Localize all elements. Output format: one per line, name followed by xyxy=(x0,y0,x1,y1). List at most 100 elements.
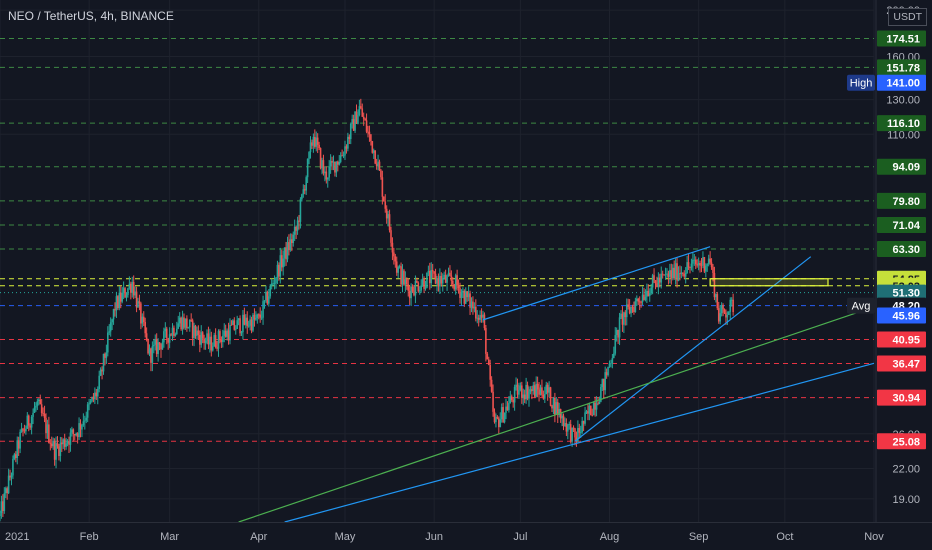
price-tag xyxy=(877,74,926,91)
candle-body xyxy=(71,429,73,433)
candle-body xyxy=(628,306,631,314)
candle-body xyxy=(715,294,717,298)
candle-body xyxy=(20,428,23,432)
price-tag xyxy=(877,192,926,209)
price-tag xyxy=(877,355,926,372)
x-tick-label: Mar xyxy=(160,531,179,543)
candle-body xyxy=(651,275,654,288)
candle-body xyxy=(144,322,146,334)
price-tag-label: 94.09 xyxy=(892,162,920,174)
candle-body xyxy=(531,389,533,392)
candle-body xyxy=(108,331,111,333)
candle-body xyxy=(193,325,195,338)
candle-body xyxy=(184,318,187,328)
candle-body xyxy=(692,259,694,264)
candle-body xyxy=(63,439,66,447)
candle-body xyxy=(492,391,494,412)
candle-body xyxy=(46,424,49,434)
price-tag-label: 174.51 xyxy=(886,33,920,45)
candle-body xyxy=(155,339,158,354)
candle-body xyxy=(26,415,29,429)
candle-body xyxy=(556,402,559,416)
candle-body xyxy=(498,418,500,428)
candle-body xyxy=(39,399,42,405)
candle-body xyxy=(638,301,641,303)
candle-body xyxy=(342,155,345,157)
candle-body xyxy=(27,415,30,426)
candle-body xyxy=(256,314,259,319)
price-tag-label: 63.30 xyxy=(892,244,920,256)
candle-body xyxy=(669,270,671,277)
candle-body xyxy=(525,384,527,400)
candle-body xyxy=(667,273,670,277)
candle-body xyxy=(270,283,273,286)
candle-body xyxy=(689,267,691,269)
price-tag-label: 30.94 xyxy=(892,393,920,405)
candle-body xyxy=(302,189,305,195)
candle-body xyxy=(335,161,338,173)
time-axis: 2021 Feb Mar Apr May Jun Jul Aug Sep Oct Nov xyxy=(0,522,932,550)
candle-body xyxy=(640,301,642,303)
candle-body xyxy=(470,301,473,308)
candle-body xyxy=(370,134,372,142)
price-tag xyxy=(877,115,926,132)
candle-body xyxy=(360,106,362,109)
candle-body xyxy=(398,266,401,268)
tag-label: Avg xyxy=(852,301,871,313)
candle-body xyxy=(121,292,123,302)
candle-body xyxy=(334,161,336,173)
candle-body xyxy=(526,384,529,399)
candle-body xyxy=(499,419,502,428)
candle-body xyxy=(257,314,260,316)
candle-body xyxy=(618,317,621,338)
candle-body xyxy=(502,407,504,423)
candle-body xyxy=(426,272,428,288)
candle-body xyxy=(13,454,16,459)
candle-body xyxy=(682,272,684,274)
price-axis: 19.0022.0026.00110.00130.00160.00200.001… xyxy=(847,0,932,550)
candle-body xyxy=(249,319,251,326)
candle-body xyxy=(260,317,263,319)
y-tick-label: 130.00 xyxy=(886,95,920,107)
candle-body xyxy=(479,315,481,320)
candle-body xyxy=(559,409,562,419)
candle-body xyxy=(160,344,162,350)
candle-body xyxy=(648,293,651,296)
candle-body xyxy=(372,150,375,153)
candle-body xyxy=(268,296,270,304)
price-tag-label: 40.95 xyxy=(892,334,920,346)
candle-body xyxy=(102,353,105,372)
candle-body xyxy=(709,258,711,263)
candle-body xyxy=(311,142,313,146)
candle-body xyxy=(431,270,434,272)
candle-body xyxy=(401,270,404,285)
x-tick-label: Apr xyxy=(250,531,267,543)
candle-body xyxy=(443,274,445,279)
candle-body xyxy=(209,336,211,345)
candle-body xyxy=(321,160,323,169)
candle-body xyxy=(660,273,663,283)
candle-body xyxy=(200,332,203,345)
candle-body xyxy=(190,319,192,321)
candle-body xyxy=(206,333,208,341)
candle-body xyxy=(410,286,412,299)
candle-body xyxy=(137,301,139,308)
candle-body xyxy=(515,384,517,388)
candle-body xyxy=(239,318,241,334)
candle-body xyxy=(457,285,460,289)
candle-body xyxy=(38,399,40,402)
candle-body xyxy=(204,340,207,343)
candle-body xyxy=(676,263,678,281)
currency-label[interactable]: USDT xyxy=(888,8,927,26)
candle-body xyxy=(577,428,579,442)
price-tag-label: 79.80 xyxy=(892,196,920,208)
grid xyxy=(0,0,875,522)
candle-body xyxy=(673,267,675,279)
candle-body xyxy=(115,296,118,311)
candle-body xyxy=(421,278,424,286)
candle-body xyxy=(464,291,467,304)
trendline xyxy=(482,246,711,321)
trendline xyxy=(238,310,863,523)
candle-body xyxy=(285,247,287,260)
